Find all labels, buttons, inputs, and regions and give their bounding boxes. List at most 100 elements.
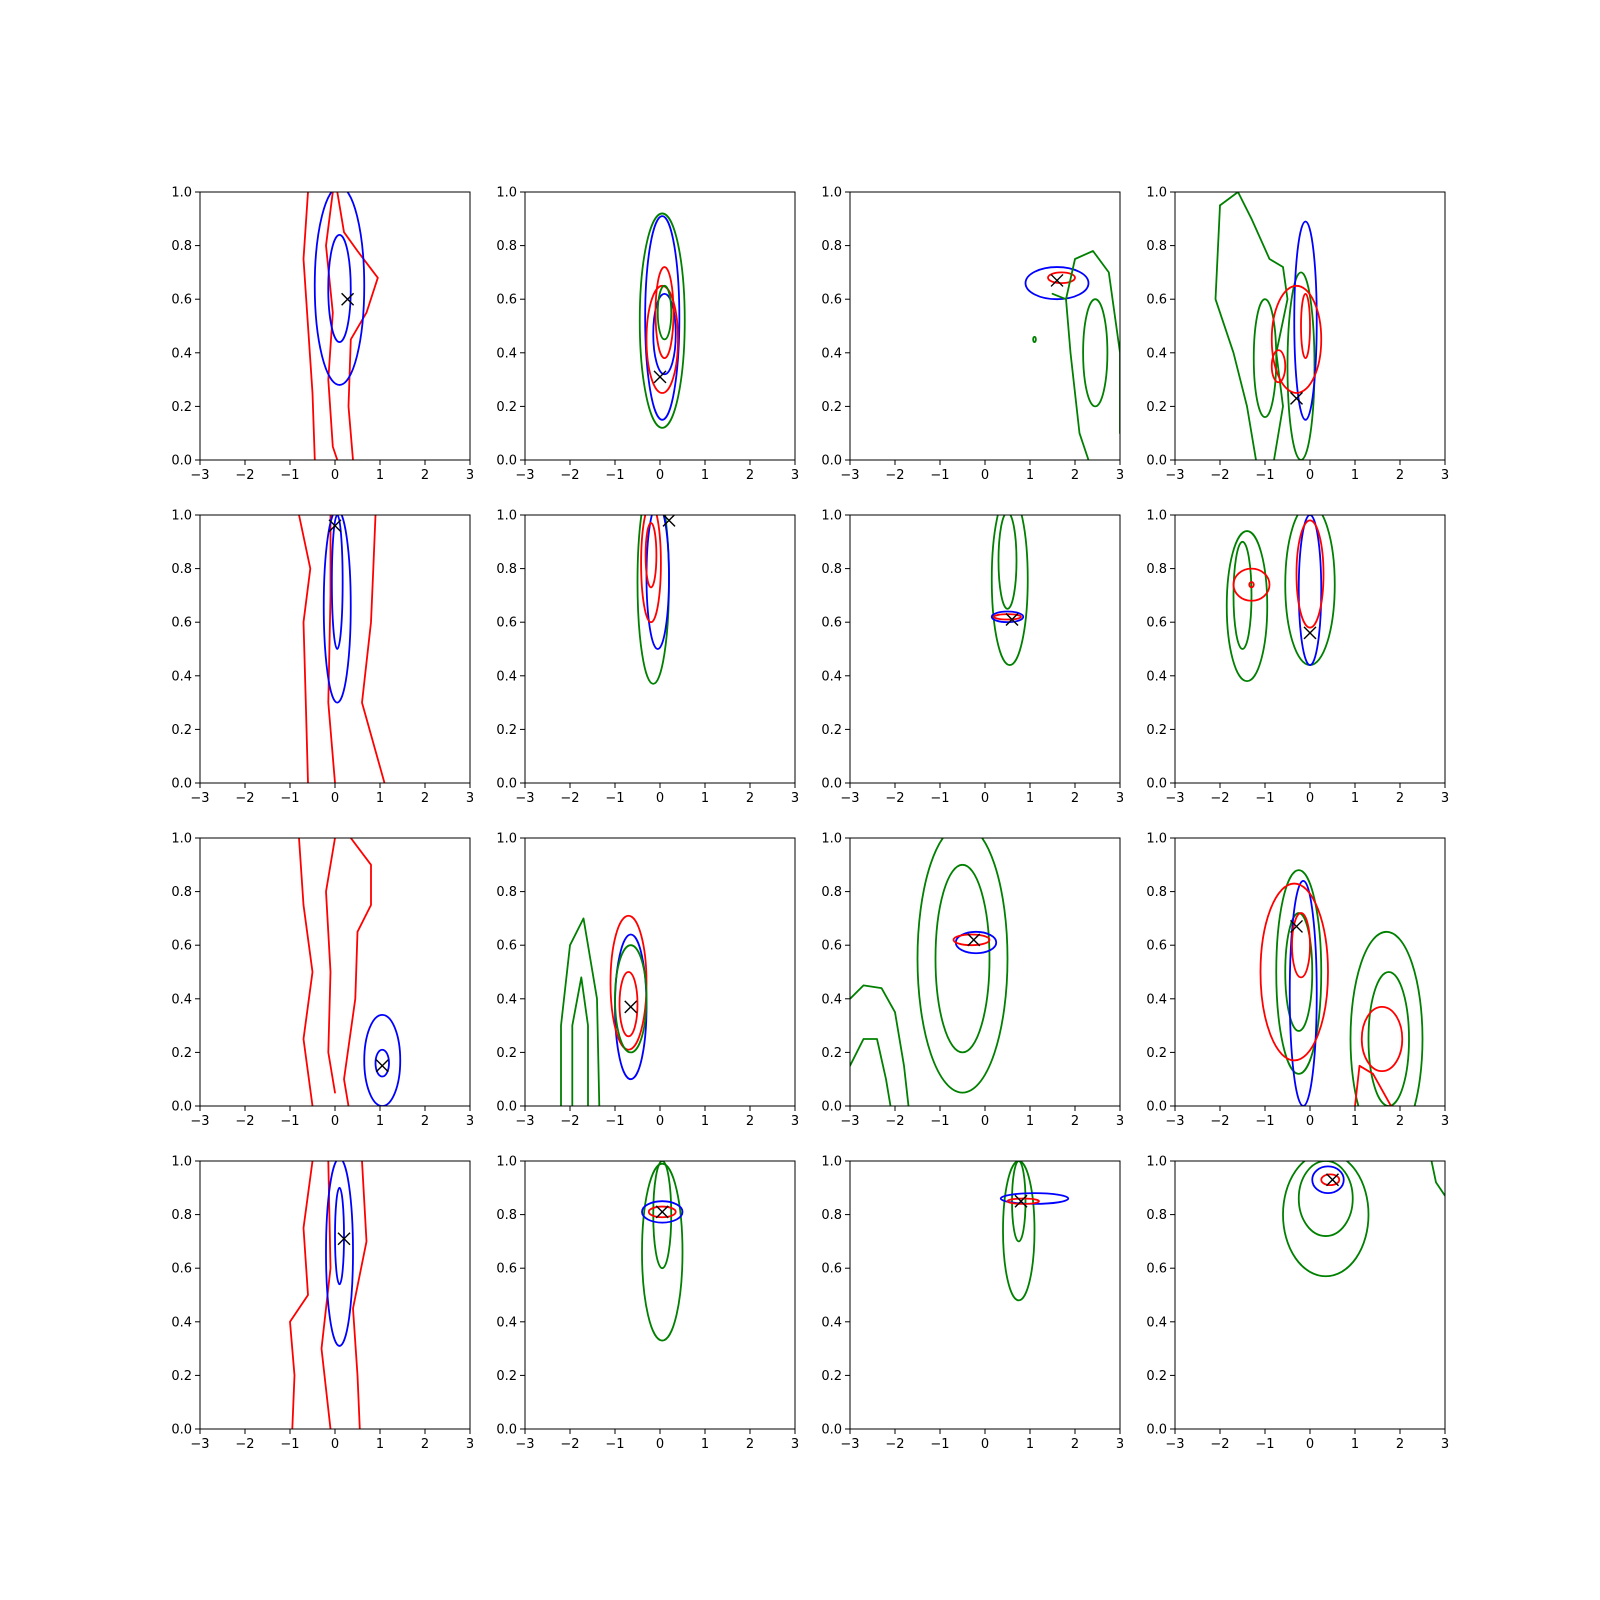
contour-green-0 <box>1225 530 1269 683</box>
x-tick-label: −3 <box>840 468 859 483</box>
axes-frame <box>849 837 1121 1107</box>
x-marker-stroke <box>655 1205 669 1219</box>
contour-green-5 <box>1032 335 1037 343</box>
contour-blue-1 <box>645 515 670 650</box>
x-tick-label: −1 <box>280 468 299 483</box>
x-tick-label: 0 <box>331 791 339 806</box>
contour-green-0 <box>641 1162 684 1342</box>
x-marker-stroke <box>1050 273 1064 287</box>
y-tick-label: 0.0 <box>1146 1423 1167 1438</box>
contour-green-5 <box>1349 930 1424 1106</box>
y-tick-label: 0.6 <box>496 1262 517 1277</box>
contour-red-8 <box>1354 1064 1392 1106</box>
y-tick-label: 0.6 <box>496 616 517 631</box>
contour-green-1 <box>1214 204 1257 460</box>
y-tick-label: 0.4 <box>1146 346 1167 361</box>
axes-frame <box>199 514 471 784</box>
y-tick-label: 1.0 <box>496 186 517 201</box>
y-tick-label: 0.4 <box>1146 669 1167 684</box>
contour-green-3 <box>1286 271 1316 460</box>
x-tick-label: 0 <box>656 468 664 483</box>
x-tick-label: 3 <box>791 1437 799 1452</box>
x-tick-label: −1 <box>605 468 624 483</box>
axes-frame <box>1174 1160 1446 1430</box>
x-marker-stroke <box>624 1000 638 1014</box>
x-tick-label: 3 <box>1116 791 1124 806</box>
contour-blue-2 <box>1311 1165 1345 1195</box>
y-tick-label: 0.4 <box>1146 1315 1167 1330</box>
x-tick-label: 2 <box>421 1437 429 1452</box>
plot-area <box>850 838 1009 1106</box>
y-tick-label: 0.2 <box>496 1369 517 1384</box>
x-tick-label: 2 <box>421 791 429 806</box>
x-tick-label: −1 <box>930 468 949 483</box>
x-marker <box>1326 1173 1339 1187</box>
x-tick-label: −2 <box>560 468 579 483</box>
x-tick-label: −3 <box>515 791 534 806</box>
y-tick-label: 1.0 <box>171 186 192 201</box>
x-marker <box>662 515 676 527</box>
plot-area <box>289 1161 368 1429</box>
x-tick-label: 1 <box>701 1437 709 1452</box>
y-tick-label: 0.0 <box>1146 1100 1167 1115</box>
y-tick-label: 0.2 <box>496 723 517 738</box>
y-tick-label: 1.0 <box>1146 832 1167 847</box>
x-tick-label: −2 <box>235 1437 254 1452</box>
axes-frame <box>1174 837 1446 1107</box>
x-tick-label: −3 <box>1165 468 1184 483</box>
contour-green-0 <box>638 212 686 429</box>
x-tick-label: 3 <box>791 468 799 483</box>
subplot-0-1: −3 −2 −1 0 1 2 3 0.0 0.2 0.4 0.6 0.8 1.0 <box>496 186 799 484</box>
plot-area <box>638 212 686 429</box>
y-tick-label: 1.0 <box>171 1155 192 1170</box>
subplot-1-2: −3 −2 −1 0 1 2 3 0.0 0.2 0.4 0.6 0.8 1.0 <box>821 509 1124 807</box>
contour-red-3 <box>1320 1173 1341 1187</box>
y-tick-label: 0.0 <box>1146 454 1167 469</box>
y-tick-label: 1.0 <box>171 832 192 847</box>
contour-red-3 <box>1259 882 1329 1062</box>
contour-red-2 <box>325 838 336 1094</box>
y-tick-label: 0.2 <box>1146 1046 1167 1061</box>
x-tick-label: −3 <box>515 1437 534 1452</box>
x-tick-label: 0 <box>1306 1437 1314 1452</box>
x-marker-stroke <box>1303 626 1317 640</box>
x-marker-stroke <box>1014 1194 1028 1208</box>
x-tick-label: 3 <box>466 1437 474 1452</box>
y-tick-label: 0.4 <box>1146 992 1167 1007</box>
x-tick-label: −2 <box>1210 468 1229 483</box>
x-marker-stroke <box>375 1059 389 1073</box>
x-tick-label: 0 <box>331 1114 339 1129</box>
y-tick-label: 0.0 <box>496 777 517 792</box>
subplot-2-0: −3 −2 −1 0 1 2 3 0.0 0.2 0.4 0.6 0.8 1.0 <box>171 832 474 1130</box>
x-marker <box>655 1205 669 1219</box>
y-tick-label: 0.6 <box>821 1262 842 1277</box>
y-tick-label: 0.0 <box>171 454 192 469</box>
contour-green-6 <box>1367 971 1410 1106</box>
y-tick-label: 1.0 <box>1146 509 1167 524</box>
x-tick-label: −3 <box>515 468 534 483</box>
contour-green-2 <box>850 984 910 1106</box>
y-tick-label: 0.2 <box>821 723 842 738</box>
x-tick-label: 2 <box>746 791 754 806</box>
y-tick-label: 1.0 <box>1146 1155 1167 1170</box>
contour-blue-4 <box>1293 220 1318 421</box>
y-tick-label: 0.4 <box>496 346 517 361</box>
x-tick-label: 0 <box>1306 791 1314 806</box>
x-tick-label: 2 <box>421 1114 429 1129</box>
contour-green-0 <box>1275 869 1323 1075</box>
x-tick-label: 0 <box>981 791 989 806</box>
y-tick-label: 0.2 <box>1146 400 1167 415</box>
subplot-1-0: −3 −2 −1 0 1 2 3 0.0 0.2 0.4 0.6 0.8 1.0 <box>171 509 474 807</box>
y-tick-label: 0.0 <box>496 454 517 469</box>
x-tick-label: 1 <box>1026 468 1034 483</box>
x-tick-label: 1 <box>701 791 709 806</box>
x-tick-label: 2 <box>746 468 754 483</box>
x-tick-label: 1 <box>1351 791 1359 806</box>
x-tick-label: 2 <box>1071 1437 1079 1452</box>
subplot-2-3: −3 −2 −1 0 1 2 3 0.0 0.2 0.4 0.6 0.8 1.0 <box>1146 832 1449 1130</box>
x-tick-label: 0 <box>981 1114 989 1129</box>
x-marker-stroke <box>1290 919 1303 933</box>
x-tick-label: 2 <box>1396 468 1404 483</box>
contour-red-3 <box>647 1205 677 1219</box>
y-tick-label: 0.8 <box>171 562 192 577</box>
